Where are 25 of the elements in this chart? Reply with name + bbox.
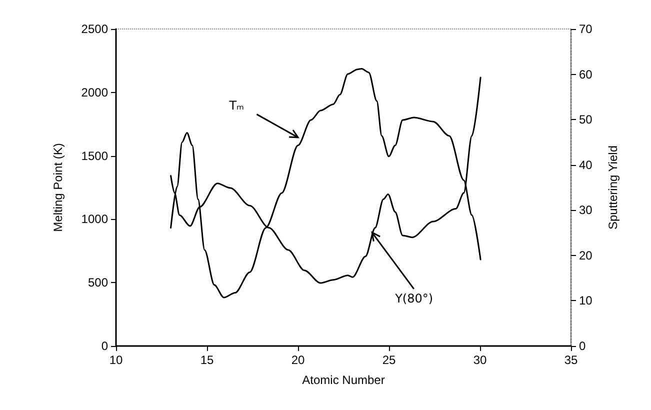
y2-axis-title: Sputtering Yield <box>606 145 620 230</box>
y2-tick-label: 0 <box>579 339 586 353</box>
annotation: Y(80°) <box>394 292 434 306</box>
y-tick-label: 1000 <box>81 212 108 226</box>
x-tick-label: 15 <box>200 353 214 367</box>
annotation: Tₘ <box>228 98 244 112</box>
y2-tick-label: 60 <box>579 67 593 82</box>
y-tick-label: 2000 <box>81 85 108 100</box>
y-tick-label: 1500 <box>81 148 108 163</box>
y2-tick-label: 30 <box>579 203 593 218</box>
y2-tick-label: 20 <box>579 248 593 262</box>
y-tick-label: 2500 <box>81 22 108 36</box>
y-tick-label: 0 <box>101 339 108 353</box>
y2-tick-label: 40 <box>579 158 593 172</box>
y-axis-title: Melting Point (K) <box>51 143 65 232</box>
x-tick-label: 30 <box>473 353 487 367</box>
x-tick-label: 25 <box>382 353 396 367</box>
x-tick-label: 35 <box>564 353 578 367</box>
y-tick-label: 500 <box>88 276 108 290</box>
y2-tick-label: 70 <box>579 22 593 36</box>
x-axis-title: Atomic Number <box>302 373 385 387</box>
x-tick-label: 20 <box>291 353 305 367</box>
y2-tick-label: 50 <box>579 112 593 127</box>
y2-tick-label: 10 <box>579 294 593 308</box>
x-tick-label: 10 <box>109 353 123 367</box>
